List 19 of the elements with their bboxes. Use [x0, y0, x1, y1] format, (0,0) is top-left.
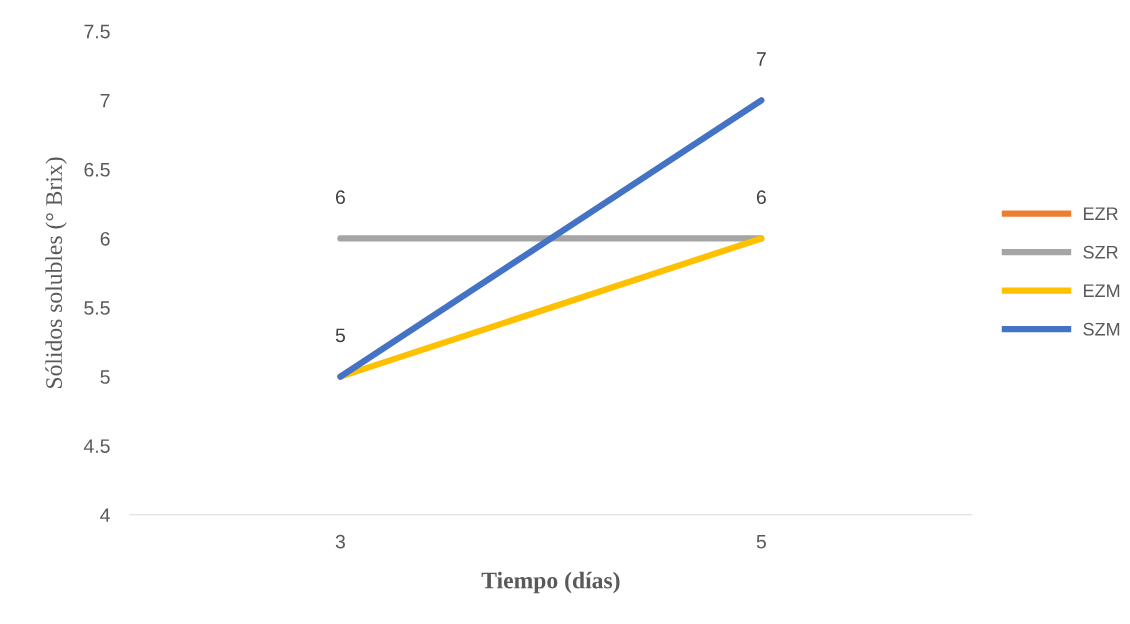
y-tick-label: 6: [100, 231, 110, 246]
data-label: 7: [756, 52, 766, 66]
x-axis-title: Tiempo (días): [481, 571, 620, 594]
legend-label: SZM: [1083, 322, 1120, 336]
legend-label: SZR: [1083, 245, 1118, 259]
data-label: 5: [335, 328, 345, 343]
y-axis-title: Sólidos solubles (° Brix): [45, 157, 67, 388]
legend-label: EZM: [1084, 284, 1120, 297]
y-tick-label: 7.5: [84, 24, 110, 39]
y-tick-label: 5.5: [84, 301, 110, 315]
y-tick-label: 4.5: [83, 439, 110, 453]
data-label: 6: [756, 190, 766, 205]
y-tick-label: 6.5: [84, 162, 110, 177]
y-tick-label: 7: [100, 93, 110, 108]
y-tick-label: 5: [100, 370, 110, 384]
y-tick-label: 4: [100, 508, 110, 522]
legend-label: EZR: [1084, 207, 1118, 220]
x-tick-label: 3: [335, 534, 345, 549]
data-label: 6: [335, 190, 345, 205]
